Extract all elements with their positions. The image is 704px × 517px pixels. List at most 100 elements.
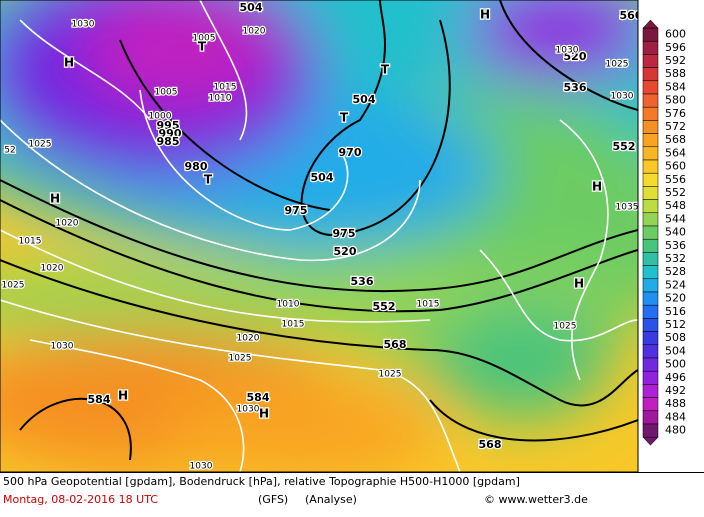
map-label: 1005: [155, 88, 178, 98]
legend-label: 528: [665, 265, 686, 278]
map-label: 975: [333, 227, 356, 240]
map-label: 1020: [243, 27, 266, 37]
map-label: H: [118, 389, 128, 403]
map-label: 1030: [51, 342, 74, 352]
footer-credit: © www.wetter3.de: [484, 493, 588, 506]
legend-label: 560: [665, 160, 686, 173]
legend-label: 552: [665, 186, 686, 199]
legend-swatch: [642, 159, 659, 174]
legend-label: 540: [665, 226, 686, 239]
legend-label: 576: [665, 107, 686, 120]
legend-label: 572: [665, 120, 686, 133]
map-label: H: [259, 407, 269, 421]
legend-label: 512: [665, 318, 686, 331]
map-label: 504: [311, 171, 334, 184]
legend-label: 548: [665, 199, 686, 212]
legend-swatch: [642, 397, 659, 412]
map-label: 1015: [19, 237, 42, 247]
map-label: 1025: [554, 322, 577, 332]
legend-label: 524: [665, 278, 686, 291]
legend-swatch: [642, 27, 659, 42]
legend-label: 564: [665, 146, 686, 159]
map-label: H: [50, 192, 60, 206]
map-label: 584: [88, 393, 111, 406]
legend-swatch: [642, 120, 659, 134]
map-label: 970: [339, 146, 362, 159]
footer-model: (GFS): [258, 493, 288, 506]
legend-swatch: [642, 370, 659, 385]
legend-label: 504: [665, 344, 686, 357]
legend-label: 588: [665, 67, 686, 80]
legend-swatch: [642, 199, 659, 214]
legend-label: 544: [665, 212, 686, 225]
legend-swatch: [642, 357, 659, 372]
legend-label: 516: [665, 305, 686, 318]
legend-swatch: [642, 331, 659, 346]
map-label: H: [574, 277, 584, 291]
map-label: 52: [4, 146, 15, 156]
legend-label: 532: [665, 252, 686, 265]
map-label: 1025: [379, 370, 402, 380]
legend-swatch: [642, 265, 659, 280]
map-label: 975: [285, 204, 308, 217]
map-label: 1020: [237, 334, 260, 344]
map-label: 1010: [209, 94, 232, 104]
legend-swatch: [642, 67, 659, 82]
map-label: 1015: [214, 83, 237, 93]
pressure-contours: [0, 0, 638, 472]
legend-swatch: [642, 212, 659, 227]
legend-swatch: [642, 133, 659, 148]
legend-swatch: [642, 252, 659, 266]
map-label: 1035: [616, 203, 639, 213]
map-label: 990: [159, 127, 182, 140]
map-label: 1030: [611, 92, 634, 102]
map-label: 568: [384, 338, 407, 351]
map-label: 1025: [229, 354, 252, 364]
map-label: 980: [185, 160, 208, 173]
legend-label: 484: [665, 410, 686, 423]
legend-swatch: [642, 238, 659, 253]
legend-label: 488: [665, 397, 686, 410]
map-label: 504: [240, 1, 263, 14]
legend-swatch: [642, 423, 659, 438]
legend-label: 520: [665, 292, 686, 305]
map-label: 552: [613, 140, 636, 153]
legend-label: 600: [665, 28, 686, 41]
map-label: 552: [373, 300, 396, 313]
map-label: 1030: [556, 46, 579, 56]
legend-swatch: [642, 186, 659, 200]
legend-label: 592: [665, 54, 686, 67]
legend-label: 496: [665, 371, 686, 384]
map-label: 1010: [277, 300, 300, 310]
legend-swatch: [642, 172, 659, 187]
legend-swatch: [642, 318, 659, 332]
map-label: 536: [351, 275, 374, 288]
map-label: 1015: [417, 300, 440, 310]
map-label: 1030: [72, 20, 95, 30]
map-label: 1030: [190, 462, 213, 472]
map-label: 520: [564, 50, 587, 63]
map-label: H: [480, 8, 490, 22]
legend-swatch: [642, 93, 659, 108]
map-label: H: [64, 56, 74, 70]
map-label: 1030: [237, 405, 260, 415]
legend-swatch: [642, 278, 659, 293]
map-label: 504: [353, 93, 376, 106]
legend-label: 536: [665, 239, 686, 252]
map-label: 995: [157, 119, 180, 132]
map-label: T: [340, 111, 349, 125]
legend-swatch: [642, 80, 659, 95]
footer-title: 500 hPa Geopotential [gpdam], Bodendruck…: [3, 475, 520, 488]
legend-arrow-top: [642, 19, 659, 29]
legend-swatch: [642, 304, 659, 319]
legend-swatch: [642, 146, 659, 161]
legend-swatch: [642, 344, 659, 359]
legend-swatch: [642, 384, 659, 398]
legend-label: 556: [665, 173, 686, 186]
map-label: T: [198, 40, 207, 54]
map-label: 1005: [193, 34, 216, 44]
legend-label: 500: [665, 358, 686, 371]
legend-label: 580: [665, 94, 686, 107]
